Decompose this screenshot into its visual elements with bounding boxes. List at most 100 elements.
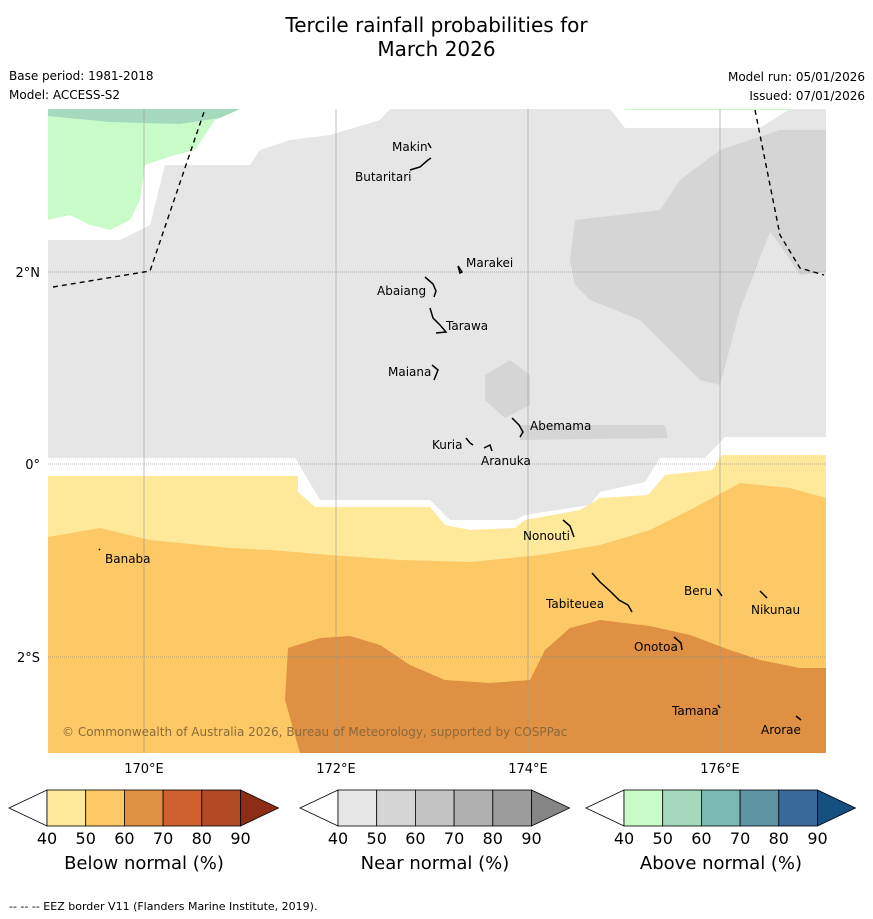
below-normal-60-region bbox=[285, 620, 826, 753]
nonouti-island bbox=[562, 519, 575, 538]
tamana-island bbox=[717, 704, 721, 709]
colorbar-1-high-extend bbox=[531, 789, 571, 827]
base-period: Base period: 1981-2018 bbox=[9, 69, 154, 83]
near-normal-region-dark bbox=[570, 130, 826, 385]
label-abaiang: Abaiang bbox=[377, 284, 426, 298]
colorbar-2-tick-3: 70 bbox=[730, 829, 750, 848]
marakei-island bbox=[457, 265, 464, 275]
near-normal-region bbox=[48, 109, 826, 520]
colorbar-0-segment-4 bbox=[162, 789, 203, 827]
label-maiana: Maiana bbox=[388, 365, 431, 379]
colorbar-1-tick-3: 70 bbox=[444, 829, 464, 848]
label-tarawa: Tarawa bbox=[445, 319, 488, 333]
label-tamana: Tamana bbox=[671, 704, 719, 718]
aranuka-island bbox=[483, 443, 493, 452]
colorbar-2-tick-2: 60 bbox=[691, 829, 711, 848]
colorbar-0-segment-5 bbox=[201, 789, 241, 827]
label-onotoa: Onotoa bbox=[634, 640, 678, 654]
label-nikunau: Nikunau bbox=[751, 603, 800, 617]
label-beru: Beru bbox=[684, 584, 712, 598]
lat-label-2s: 2°S bbox=[17, 651, 40, 666]
label-tabiteuea: Tabiteuea bbox=[545, 597, 604, 611]
lat-label-2n: 2°N bbox=[16, 266, 41, 281]
lon-label-170e: 170°E bbox=[124, 762, 164, 777]
kuria-island bbox=[465, 437, 474, 446]
abemama-island bbox=[511, 417, 524, 438]
lon-labels: 170°E 172°E 174°E 176°E bbox=[124, 762, 740, 777]
label-banaba: Banaba bbox=[105, 552, 151, 566]
colorbar-0-tick-5: 90 bbox=[230, 829, 250, 848]
onotoa-island bbox=[673, 636, 683, 651]
lat-labels: 2°N 0° 2°S bbox=[16, 266, 41, 666]
graticule bbox=[48, 271, 826, 658]
lon-label-174e: 174°E bbox=[508, 762, 548, 777]
near-normal-patch-2 bbox=[520, 425, 668, 440]
label-butaritari: Butaritari bbox=[355, 170, 412, 184]
makin-island bbox=[427, 142, 432, 149]
colorbar-1-segment-3 bbox=[414, 789, 455, 827]
colorbar-0-tick-1: 50 bbox=[76, 829, 96, 848]
near-normal-patch bbox=[485, 360, 530, 418]
colorbar-1-segment-2 bbox=[376, 789, 416, 827]
model-name: Model: ACCESS-S2 bbox=[9, 88, 121, 102]
lon-label-172e: 172°E bbox=[316, 762, 356, 777]
label-kuria: Kuria bbox=[432, 438, 463, 452]
abaiang-island bbox=[424, 276, 437, 298]
colorbar-2-segment-2 bbox=[662, 789, 702, 827]
colorbar-2-segment-1 bbox=[623, 789, 664, 827]
colorbar-1-tick-1: 50 bbox=[367, 829, 387, 848]
colorbar-0-tick-0: 40 bbox=[37, 829, 57, 848]
colorbar-0-tick-4: 80 bbox=[192, 829, 212, 848]
label-marakei: Marakei bbox=[466, 256, 513, 270]
label-arorae: Arorae bbox=[761, 723, 801, 737]
colorbar-1-tick-0: 40 bbox=[328, 829, 348, 848]
colorbar-1-tick-2: 60 bbox=[405, 829, 425, 848]
colorbar-1-low-extend bbox=[299, 789, 339, 827]
maiana-island bbox=[431, 364, 439, 381]
colorbar-2-tick-4: 80 bbox=[769, 829, 789, 848]
colorbar-2-tick-1: 50 bbox=[653, 829, 673, 848]
label-aranuka: Aranuka bbox=[481, 454, 531, 468]
colorbar-0-tick-2: 60 bbox=[114, 829, 134, 848]
colorbar-title-above: Above normal (%) bbox=[639, 853, 803, 874]
colorbar-0-low-extend bbox=[8, 789, 48, 827]
colorbar-2-segment-5 bbox=[778, 789, 818, 827]
colorbar-2-high-extend bbox=[817, 789, 857, 827]
colorbar-1-segment-4 bbox=[453, 789, 494, 827]
chart-title-line1: Tercile rainfall probabilities for bbox=[285, 13, 588, 37]
footer-note: -- -- -- EEZ border V11 (Flanders Marine… bbox=[9, 900, 318, 913]
colorbar-0: 40 50 60 70 80 90 bbox=[8, 789, 280, 848]
tarawa-island bbox=[429, 307, 448, 334]
issued-date: Issued: 07/01/2026 bbox=[749, 89, 865, 103]
probability-fields bbox=[48, 109, 826, 753]
chart-title-line2: March 2026 bbox=[377, 37, 496, 61]
colorbar-2-low-extend bbox=[585, 789, 625, 827]
colorbar-1-tick-5: 90 bbox=[521, 829, 541, 848]
banaba-island bbox=[98, 548, 101, 551]
colorbar-0-segment-3 bbox=[124, 789, 164, 827]
label-nonouti: Nonouti bbox=[523, 529, 570, 543]
colorbar-2-tick-5: 90 bbox=[807, 829, 827, 848]
colorbars: 40 50 60 70 80 90 40 50 60 70 80 90 40 50 60 70 80 90 bbox=[8, 789, 857, 848]
island-labels: Makin Butaritari Marakei Abaiang Tarawa … bbox=[105, 140, 801, 737]
colorbar-0-tick-3: 70 bbox=[153, 829, 173, 848]
nikunau-island bbox=[759, 590, 768, 599]
colorbar-0-segment-1 bbox=[46, 789, 87, 827]
colorbar-0-high-extend bbox=[240, 789, 280, 827]
eez-border bbox=[52, 108, 825, 288]
colorbar-title-near: Near normal (%) bbox=[360, 853, 510, 874]
islands bbox=[98, 142, 802, 721]
label-abemama: Abemama bbox=[530, 419, 591, 433]
colorbar-2-tick-0: 40 bbox=[614, 829, 634, 848]
lat-label-0: 0° bbox=[25, 458, 40, 473]
above-normal-top-right bbox=[625, 109, 790, 110]
lon-label-176e: 176°E bbox=[700, 762, 740, 777]
colorbar-1-segment-5 bbox=[492, 789, 532, 827]
meridians bbox=[143, 109, 721, 753]
colorbar-2-segment-4 bbox=[739, 789, 780, 827]
colorbar-1-tick-4: 80 bbox=[483, 829, 503, 848]
colorbar-2: 40 50 60 70 80 90 bbox=[585, 789, 857, 848]
tabiteuea-island bbox=[591, 572, 633, 613]
label-makin: Makin bbox=[392, 140, 428, 154]
